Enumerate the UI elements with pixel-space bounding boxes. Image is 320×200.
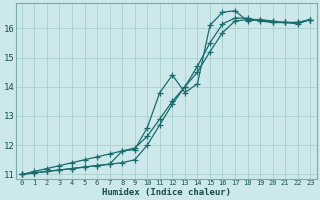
- X-axis label: Humidex (Indice chaleur): Humidex (Indice chaleur): [101, 188, 231, 197]
